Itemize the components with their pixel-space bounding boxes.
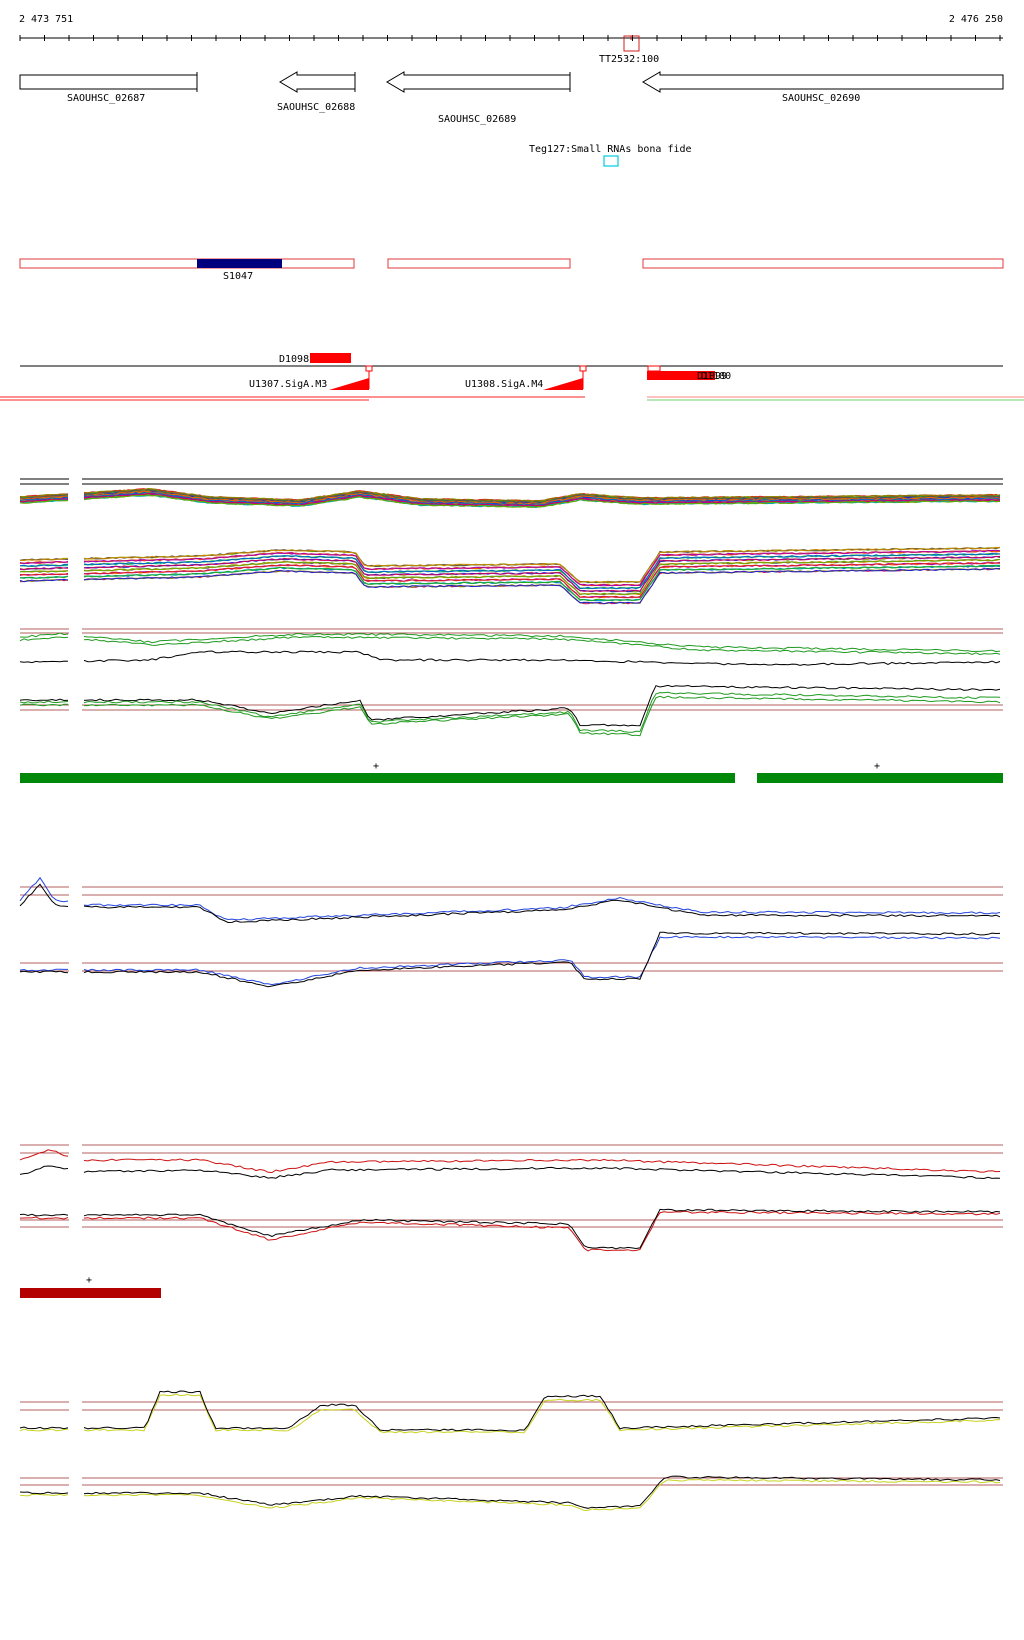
gene-track: SAOUHSC_02687 SAOUHSC_02688 SAOUHSC_0268… — [19, 71, 1004, 125]
strand-bars: + + + — [20, 761, 1003, 1298]
expression-line — [19, 559, 1001, 596]
strand-marker: + — [86, 1275, 92, 1286]
expression-line — [19, 1210, 1001, 1252]
terminator-feature[interactable]: TT2532:100 — [599, 35, 659, 65]
expression-line — [19, 552, 1001, 590]
terminator-label: TT2532:100 — [599, 54, 659, 65]
expression-panels — [19, 478, 1003, 1511]
panel-red — [19, 1144, 1003, 1252]
end-coordinate: 2 476 250 — [949, 14, 1003, 25]
panel-conditions-upper — [19, 478, 1003, 509]
panel-yellow — [19, 1390, 1003, 1511]
expression-line — [20, 546, 1001, 584]
panel-green — [19, 628, 1003, 737]
expression-line — [19, 632, 1001, 653]
strand-bar-green[interactable] — [20, 773, 735, 783]
expression-line — [19, 1478, 1001, 1511]
expression-line — [19, 1475, 1001, 1509]
panel-blue — [19, 876, 1003, 988]
expression-line — [19, 650, 1001, 666]
gene-saouhsc-02690[interactable]: SAOUHSC_02690 — [642, 71, 1004, 104]
expression-line — [19, 876, 1001, 921]
expression-line — [19, 635, 1001, 656]
strand-marker: + — [373, 761, 379, 772]
segment-track: S1047 — [19, 258, 1004, 282]
upshift-u1307[interactable] — [329, 378, 369, 390]
downshift-d1100[interactable] — [647, 371, 715, 380]
expression-line — [19, 931, 1001, 988]
expression-line — [19, 492, 1000, 507]
gene-saouhsc-02687[interactable]: SAOUHSC_02687 — [19, 72, 198, 104]
upshift-u1308[interactable] — [543, 378, 583, 390]
segment-s1047[interactable] — [197, 259, 282, 268]
expression-line — [19, 562, 1001, 599]
overlap-label-front: D1100 — [701, 371, 731, 382]
gene-saouhsc-02689[interactable]: SAOUHSC_02689 — [386, 71, 571, 125]
upshift-label: U1307.SigA.M3 — [249, 379, 327, 390]
strand-bar-green[interactable] — [757, 773, 1003, 783]
small-rna-box — [603, 155, 619, 167]
panel-conditions-lower — [19, 546, 1001, 605]
expression-line — [19, 691, 1001, 733]
segment-label: S1047 — [223, 271, 253, 282]
strand-marker: + — [874, 761, 880, 772]
segment-box[interactable] — [19, 258, 355, 269]
expression-line — [19, 549, 1001, 587]
expression-line — [19, 684, 1001, 727]
gene-saouhsc-02688[interactable]: SAOUHSC_02688 — [277, 71, 356, 113]
ruler-ticks — [19, 35, 1001, 41]
promoter-marker — [579, 365, 587, 372]
promoter-marker — [365, 365, 373, 372]
expression-line — [19, 493, 1001, 508]
coordinate-ruler: 2 473 751 2 476 250 — [19, 14, 1003, 41]
segment-box[interactable] — [642, 258, 1004, 269]
expression-line — [19, 555, 1001, 593]
expression-line — [19, 1165, 1001, 1180]
strand-bar-dark-red[interactable] — [20, 1288, 161, 1298]
small-rna-feature[interactable]: Teg127:Small RNAs bona fide — [529, 144, 692, 167]
shift-track: D1098 U1307.SigA.M3 U1308.SigA.M4 D1099 … — [0, 353, 1024, 401]
gene-label: SAOUHSC_02689 — [438, 114, 516, 125]
overlap-marker — [647, 365, 661, 372]
downshift-d1098[interactable] — [310, 353, 351, 363]
gene-label: SAOUHSC_02690 — [782, 93, 860, 104]
expression-line — [19, 1149, 1001, 1174]
start-coordinate: 2 473 751 — [19, 14, 73, 25]
small-rna-label: Teg127:Small RNAs bona fide — [529, 144, 692, 155]
upshift-label: U1308.SigA.M4 — [465, 379, 543, 390]
gene-label: SAOUHSC_02688 — [277, 102, 355, 113]
expression-line — [19, 1390, 1001, 1432]
expression-line — [19, 695, 1001, 737]
expression-line — [19, 935, 1001, 986]
expression-line — [19, 1393, 1001, 1434]
expression-line — [19, 568, 1001, 605]
downshift-label: D1098 — [279, 354, 309, 365]
expression-line — [19, 883, 1001, 924]
overlap-label-back: D1099 — [697, 371, 727, 382]
expression-line — [19, 564, 1001, 602]
segment-box[interactable] — [387, 258, 571, 269]
gene-label: SAOUHSC_02687 — [67, 93, 145, 104]
expression-line — [19, 1208, 1001, 1250]
expression-line — [19, 490, 1001, 505]
